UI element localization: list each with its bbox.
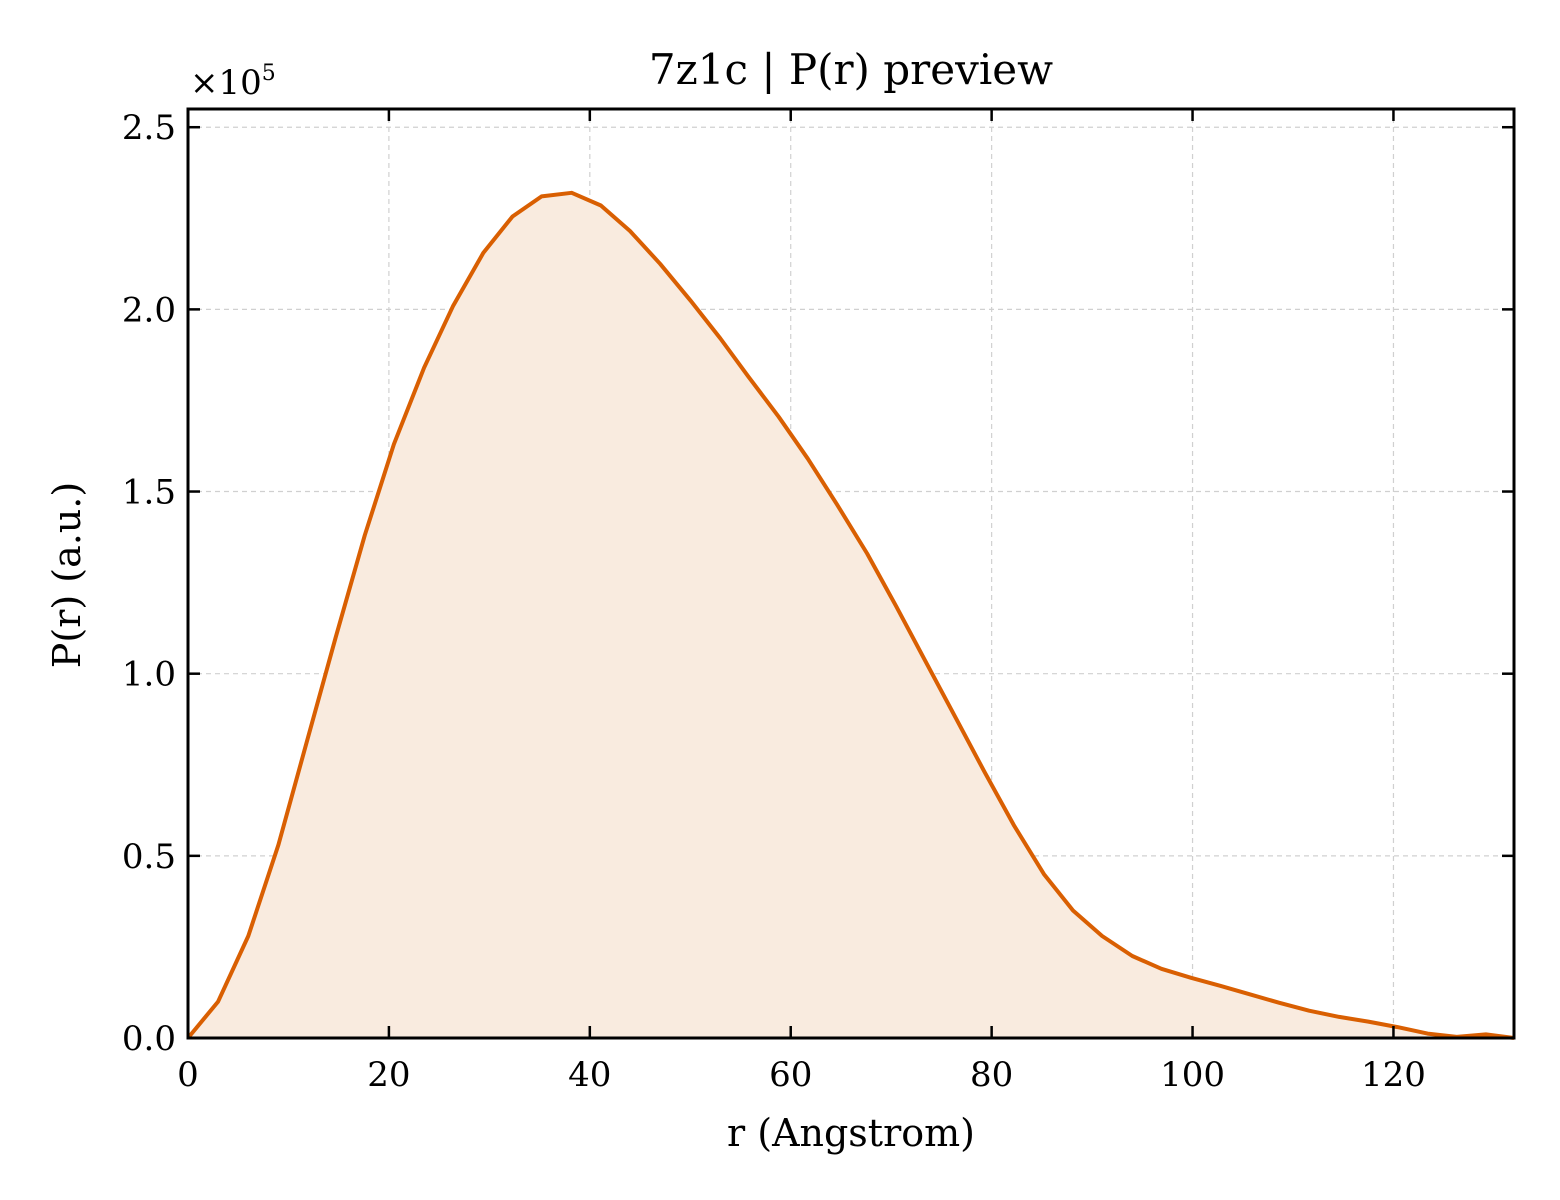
x-axis-label: r (Angstrom) (727, 1111, 975, 1155)
x-tick-label: 60 (769, 1055, 812, 1095)
pr-curve-line (186, 190, 1515, 1040)
y-multiplier-label: ×105 (190, 61, 276, 103)
y-tick-label: 2.0 (122, 290, 176, 330)
x-tick-label: 120 (1361, 1055, 1426, 1095)
y-tick-label: 2.5 (122, 108, 176, 148)
y-axis-label: P(r) (a.u.) (45, 482, 89, 668)
x-tick-label: 80 (970, 1055, 1013, 1095)
y-tick-label: 1.5 (122, 473, 176, 513)
y-tick-label: 1.0 (122, 655, 176, 695)
pr-area-fill (188, 192, 1514, 1039)
axes-frame (186, 107, 1516, 1040)
y-tick-label: 0.0 (122, 1019, 176, 1059)
x-tick-label: 40 (568, 1055, 611, 1095)
chart-title: 7z1c | P(r) preview (649, 45, 1053, 94)
x-tick-label: 0 (177, 1055, 199, 1095)
x-tick-label: 100 (1160, 1055, 1225, 1095)
axis-ticks: 0 20 40 60 80 100 120 0.0 0.5 1.0 1.5 2.0 2.5 (122, 108, 1514, 1095)
x-tick-label: 20 (367, 1055, 410, 1095)
y-tick-label: 0.5 (122, 837, 176, 877)
